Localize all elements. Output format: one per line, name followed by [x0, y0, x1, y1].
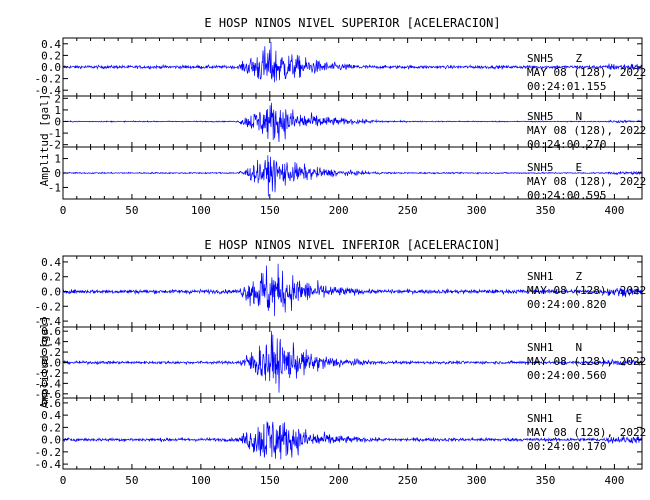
station-label-inferior-snh1-n: SNH1 N — [527, 341, 582, 354]
station-label-superior-snh5-e: SNH5 E — [527, 161, 582, 174]
x-tick-label-inferior: 100 — [191, 474, 211, 487]
x-tick-label-inferior: 400 — [604, 474, 624, 487]
y-tick-label-inferior-snh1-n: -0.4 — [35, 377, 62, 390]
component-name: E — [576, 161, 583, 174]
x-tick-label-superior: 300 — [467, 204, 487, 217]
station-name: SNH5 — [527, 52, 554, 65]
y-tick-label-inferior-snh1-n: 0.2 — [41, 346, 61, 359]
time-label-superior-snh5-n: 00:24:00.270 — [527, 138, 606, 151]
y-tick-label-superior-snh5-z: 0.0 — [41, 61, 61, 74]
trace-line-inferior-snh1-e — [62, 421, 643, 460]
y-tick-label-inferior-snh1-e: 0.6 — [41, 397, 61, 410]
y-tick-label-inferior-snh1-n: -0.2 — [35, 367, 62, 380]
date-label-superior-snh5-n: MAY 08 (128), 2022 — [527, 124, 646, 137]
y-tick-label-inferior-snh1-z: -0.2 — [35, 300, 62, 313]
station-label-superior-snh5-n: SNH5 N — [527, 110, 582, 123]
x-tick-label-inferior: 150 — [260, 474, 280, 487]
x-tick-label-superior: 150 — [260, 204, 280, 217]
trace-line-inferior-snh1-z — [62, 263, 643, 317]
trace-line-superior-snh5-e — [62, 155, 643, 197]
y-tick-label-superior-snh5-n: 2 — [54, 92, 61, 105]
time-label-superior-snh5-z: 00:24:01.155 — [527, 80, 606, 93]
y-tick-label-inferior-snh1-e: 0.2 — [41, 421, 61, 434]
y-tick-label-superior-snh5-n: 0 — [54, 116, 61, 129]
component-name: Z — [576, 270, 583, 283]
trace-line-superior-snh5-z — [62, 41, 643, 83]
y-tick-label-inferior-snh1-e: 0.0 — [41, 434, 61, 447]
x-tick-label-inferior: 0 — [60, 474, 67, 487]
y-axis-label-inferior: Amplitud [gal] — [38, 316, 51, 409]
y-tick-label-superior-snh5-z: -0.4 — [35, 84, 62, 97]
y-tick-label-inferior-snh1-e: -0.4 — [35, 458, 62, 471]
chart-title-inferior: E HOSP NINOS NIVEL INFERIOR [ACELERACION… — [204, 238, 500, 252]
y-tick-label-superior-snh5-n: -2 — [48, 139, 61, 152]
station-name: SNH1 — [527, 412, 554, 425]
y-axis-label-superior: Amplitud [gal] — [38, 94, 51, 187]
station-label-superior-snh5-z: SNH5 Z — [527, 52, 583, 65]
y-tick-label-superior-snh5-n: -1 — [48, 127, 61, 140]
y-tick-label-superior-snh5-z: 0.4 — [41, 38, 61, 51]
date-label-superior-snh5-z: MAY 08 (128), 2022 — [527, 66, 646, 79]
x-tick-label-inferior: 200 — [329, 474, 349, 487]
date-label-superior-snh5-e: MAY 08 (128), 2022 — [527, 175, 646, 188]
y-tick-label-inferior-snh1-z: 0.4 — [41, 256, 61, 269]
time-label-inferior-snh1-n: 00:24:00.560 — [527, 369, 606, 382]
date-label-inferior-snh1-e: MAY 08 (128), 2022 — [527, 426, 646, 439]
y-tick-label-superior-snh5-n: 1 — [54, 104, 61, 117]
y-tick-label-superior-snh5-z: -0.2 — [35, 73, 62, 86]
y-tick-label-superior-snh5-z: 0.2 — [41, 49, 61, 62]
trace-line-superior-snh5-n — [62, 102, 643, 143]
y-tick-label-inferior-snh1-n: 0.0 — [41, 357, 61, 370]
time-label-inferior-snh1-z: 00:24:00.820 — [527, 298, 606, 311]
component-name: Z — [576, 52, 583, 65]
y-tick-label-inferior-snh1-e: -0.2 — [35, 446, 62, 459]
x-tick-label-superior: 0 — [60, 204, 67, 217]
time-label-superior-snh5-e: 00:24:00.595 — [527, 189, 606, 202]
x-tick-label-superior: 50 — [125, 204, 138, 217]
component-name: N — [576, 341, 583, 354]
x-tick-label-inferior: 300 — [467, 474, 487, 487]
y-tick-label-superior-snh5-e: 0 — [54, 167, 61, 180]
x-tick-label-inferior: 50 — [125, 474, 138, 487]
y-tick-label-inferior-snh1-n: 0.4 — [41, 336, 61, 349]
y-tick-label-inferior-snh1-z: -0.4 — [35, 315, 62, 328]
trace-line-inferior-snh1-n — [62, 331, 643, 393]
y-tick-label-inferior-snh1-z: 0.0 — [41, 286, 61, 299]
y-tick-label-inferior-snh1-n: 0.6 — [41, 325, 61, 338]
x-tick-label-inferior: 350 — [536, 474, 556, 487]
x-tick-label-inferior: 250 — [398, 474, 418, 487]
x-tick-label-superior: 400 — [604, 204, 624, 217]
station-name: SNH5 — [527, 110, 554, 123]
x-tick-label-superior: 200 — [329, 204, 349, 217]
y-tick-label-inferior-snh1-e: 0.4 — [41, 409, 61, 422]
component-name: N — [576, 110, 583, 123]
x-tick-label-superior: 100 — [191, 204, 211, 217]
station-label-inferior-snh1-z: SNH1 Z — [527, 270, 583, 283]
chart-title-superior: E HOSP NINOS NIVEL SUPERIOR [ACELERACION… — [204, 16, 500, 30]
y-tick-label-superior-snh5-e: 1 — [54, 153, 61, 166]
x-tick-label-superior: 250 — [398, 204, 418, 217]
station-name: SNH1 — [527, 270, 554, 283]
component-name: E — [576, 412, 583, 425]
x-tick-label-superior: 350 — [536, 204, 556, 217]
station-name: SNH1 — [527, 341, 554, 354]
station-label-inferior-snh1-e: SNH1 E — [527, 412, 582, 425]
y-tick-label-inferior-snh1-n: -0.6 — [35, 388, 62, 401]
date-label-inferior-snh1-n: MAY 08 (128), 2022 — [527, 355, 646, 368]
date-label-inferior-snh1-z: MAY 08 (128), 2022 — [527, 284, 646, 297]
y-tick-label-inferior-snh1-z: 0.2 — [41, 271, 61, 284]
station-name: SNH5 — [527, 161, 554, 174]
time-label-inferior-snh1-e: 00:24:00.170 — [527, 440, 606, 453]
y-tick-label-superior-snh5-e: -1 — [48, 181, 61, 194]
